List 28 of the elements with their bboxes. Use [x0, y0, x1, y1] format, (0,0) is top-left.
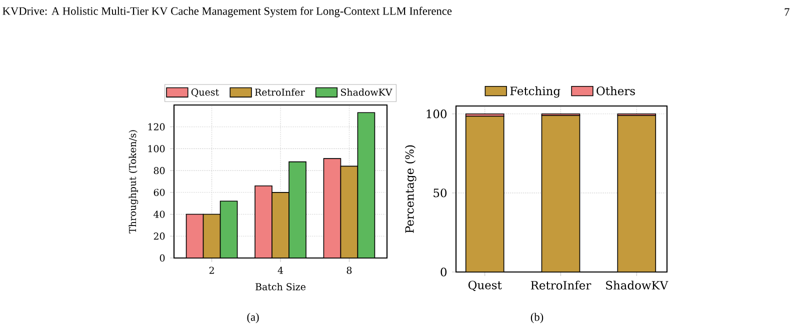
- y-tick-label: 50: [434, 188, 447, 198]
- y-tick-label: 100: [148, 145, 165, 152]
- x-tick-label: ShadowKV: [606, 280, 668, 290]
- x-tick-label: 2: [209, 266, 214, 274]
- x-tick-label: 8: [346, 266, 352, 274]
- legend-label: Quest: [191, 88, 219, 98]
- text: (b): [530, 312, 544, 324]
- legend-label: RetroInfer: [255, 88, 305, 96]
- y-tick-label: 40: [154, 210, 165, 218]
- text: 7: [784, 8, 790, 16]
- y-axis-title: Percentage (%): [405, 145, 416, 233]
- y-axis-title: Throughput (Token/s): [128, 130, 138, 234]
- text: (a): [247, 312, 259, 324]
- legend-label: Fetching: [510, 86, 560, 98]
- y-tick-label: 80: [154, 166, 165, 174]
- y-tick-label: 60: [154, 188, 165, 196]
- y-tick-label: 100: [426, 110, 447, 118]
- y-tick-label: 0: [440, 268, 447, 276]
- text: KVDrive: A Holistic Multi-Tier KV Cache Management System for Long-Context LLM Inference: [2, 6, 452, 18]
- x-tick-label: Quest: [468, 280, 502, 292]
- y-tick-label: 0: [160, 254, 165, 262]
- x-tick-label: RetroInfer: [530, 280, 592, 290]
- legend-label: Others: [596, 86, 635, 96]
- x-tick-label: 4: [278, 266, 284, 274]
- legend-label: ShadowKV: [341, 88, 392, 96]
- x-axis-title: Batch Size: [256, 283, 306, 290]
- y-tick-label: 120: [148, 123, 165, 130]
- y-tick-label: 20: [154, 232, 165, 240]
